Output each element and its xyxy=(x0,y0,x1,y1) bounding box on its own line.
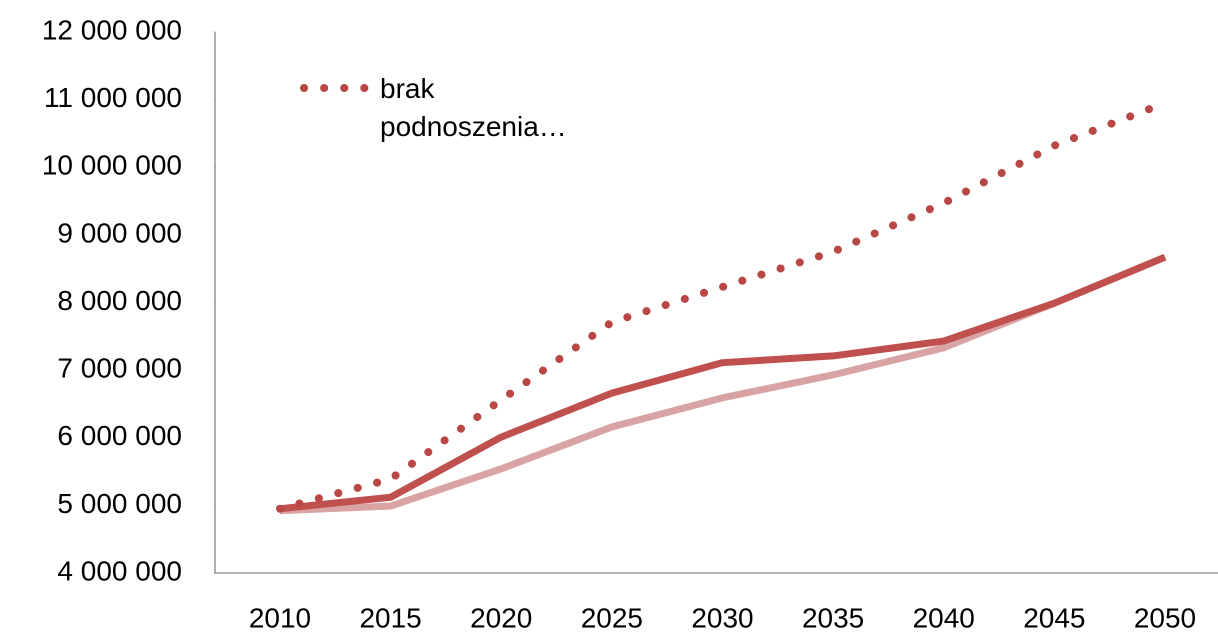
x-tick-label: 2025 xyxy=(581,602,643,633)
x-tick-label: 2020 xyxy=(470,602,532,633)
y-tick-label: 4 000 000 xyxy=(57,555,182,586)
series-line xyxy=(279,253,1167,515)
y-tick-label: 5 000 000 xyxy=(57,488,182,519)
x-tick-label: 2040 xyxy=(913,602,975,633)
y-tick-label: 9 000 000 xyxy=(57,217,182,248)
series-line xyxy=(279,253,1167,513)
y-tick-label: 10 000 000 xyxy=(42,150,182,181)
y-tick-label: 11 000 000 xyxy=(44,82,182,113)
x-tick-label: 2050 xyxy=(1134,602,1196,633)
legend-label: brak podnoszenia… xyxy=(380,73,567,142)
x-tick-label: 2045 xyxy=(1023,602,1085,633)
y-tick-label: 6 000 000 xyxy=(57,420,182,451)
x-tick-label: 2010 xyxy=(249,602,311,633)
y-tick-label: 7 000 000 xyxy=(57,353,182,384)
y-tick-label: 12 000 000 xyxy=(42,14,182,45)
series-line xyxy=(276,99,1169,513)
x-tick-label: 2015 xyxy=(359,602,421,633)
x-tick-label: 2030 xyxy=(691,602,753,633)
x-tick-label: 2035 xyxy=(802,602,864,633)
y-tick-label: 8 000 000 xyxy=(57,285,182,316)
